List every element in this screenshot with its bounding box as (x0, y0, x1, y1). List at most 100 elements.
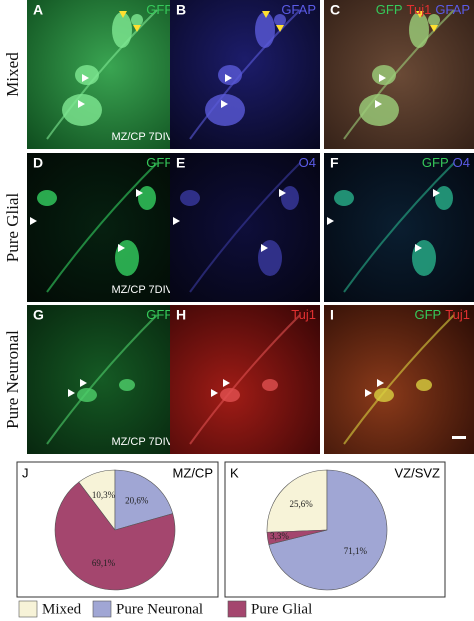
cell (281, 186, 299, 210)
process (46, 162, 158, 293)
arrowhead (133, 25, 141, 32)
process (343, 162, 455, 293)
arrowhead (211, 389, 218, 397)
arrowhead (279, 189, 286, 197)
micrograph (324, 305, 474, 454)
panel-letter: G (33, 307, 44, 323)
process (46, 314, 158, 445)
chart-title: VZ/SVZ (394, 465, 440, 480)
stain-name: GFP (376, 2, 403, 17)
cell (62, 94, 102, 126)
micrograph-panel: D GFP MZ/CP 7DIV (27, 153, 177, 302)
micrograph (27, 153, 177, 302)
stain-name: GFAP (281, 2, 316, 17)
scale-bar (452, 436, 466, 439)
pie-slice (266, 469, 328, 533)
arrowhead (365, 389, 372, 397)
stain-label: GFP (146, 307, 173, 322)
micrograph (27, 0, 177, 149)
panel-caption: MZ/CP 7DIV (111, 131, 173, 143)
stain-name: O4 (299, 155, 316, 170)
pie-slice (266, 529, 328, 545)
row-label: Pure Neuronal (3, 330, 22, 429)
cell (428, 14, 440, 26)
chart-title: MZ/CP (173, 465, 213, 480)
stain-name: GFP (146, 2, 173, 17)
arrowhead (377, 379, 384, 387)
slice-label: 20,6% (125, 495, 149, 505)
arrowhead (78, 100, 85, 108)
chart-frame (224, 461, 446, 598)
slice-label: 71,1% (344, 546, 368, 556)
cell (119, 379, 135, 391)
legend-swatch (18, 600, 38, 618)
cell (131, 14, 143, 26)
slice-label: 10,3% (92, 490, 116, 500)
stain-label: GFAP (281, 2, 316, 17)
slice-label: 69,1% (92, 558, 116, 568)
pie-slice (268, 469, 388, 591)
cell (205, 94, 245, 126)
micrograph-panel: I GFP Tuj1 (324, 305, 474, 454)
micrograph-panel: B GFAP (170, 0, 320, 149)
slice-label: 3,3% (270, 531, 289, 541)
micrograph (170, 305, 320, 454)
arrowhead (30, 217, 37, 225)
arrowhead (261, 244, 268, 252)
legend-label: Pure Glial (251, 601, 312, 617)
micrograph-panel: H Tuj1 (170, 305, 320, 454)
stain-label: Tuj1 (291, 307, 316, 322)
cell (359, 94, 399, 126)
stain-label: GFP O4 (422, 155, 470, 170)
panel-letter: C (330, 2, 340, 18)
chart-letter: J (22, 465, 29, 480)
chart-letter: K (230, 465, 239, 480)
micrograph (170, 153, 320, 302)
panel-caption: MZ/CP 7DIV (111, 284, 173, 296)
micrograph-panel: E O4 (170, 153, 320, 302)
process (46, 9, 158, 140)
arrowhead (68, 389, 75, 397)
row-label: Mixed (3, 52, 22, 97)
stain-name: O4 (453, 155, 470, 170)
stain-name: Tuj1 (445, 307, 470, 322)
arrowhead (430, 25, 438, 32)
cell (138, 186, 156, 210)
arrowhead (262, 11, 270, 18)
cell (274, 14, 286, 26)
row-label: Pure Glial (3, 193, 22, 263)
cell (218, 65, 242, 85)
cell (334, 190, 354, 206)
cell (255, 12, 275, 48)
legend-swatch (227, 600, 247, 618)
process (343, 9, 455, 140)
cell (262, 379, 278, 391)
arrowhead (223, 379, 230, 387)
cell (435, 186, 453, 210)
panel-letter: A (33, 2, 43, 18)
process (189, 9, 301, 140)
pie-slice (114, 469, 174, 531)
process (189, 314, 301, 445)
stain-label: GFP (146, 2, 173, 17)
arrowhead (433, 189, 440, 197)
micrograph-panel: G GFP MZ/CP 7DIV (27, 305, 177, 454)
legend-swatch (92, 600, 112, 618)
cell (372, 65, 396, 85)
arrowhead (80, 379, 87, 387)
cell (37, 190, 57, 206)
panel-letter: D (33, 155, 43, 171)
stain-name: Tuj1 (407, 2, 432, 17)
stain-label: GFP Tuj1 (414, 307, 470, 322)
process (189, 162, 301, 293)
pie-slice (54, 481, 176, 591)
stain-name: Tuj1 (291, 307, 316, 322)
legend-label: Mixed (42, 601, 82, 617)
stain-name: GFP (146, 155, 173, 170)
stain-label: O4 (299, 155, 316, 170)
panel-letter: I (330, 307, 334, 323)
micrograph (324, 0, 474, 149)
arrowhead (327, 217, 334, 225)
cell (409, 12, 429, 48)
